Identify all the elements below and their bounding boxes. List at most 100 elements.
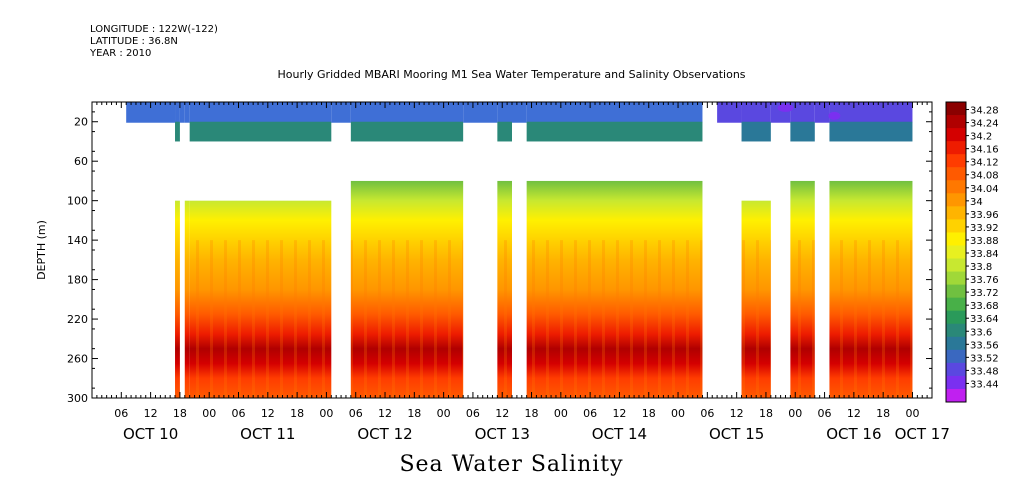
colorbar-label: 33.96 [970,210,999,221]
colorbar-swatch [946,284,966,299]
x-tick-label: 06 [232,407,246,420]
colorbar-swatch [946,362,966,377]
surface-salinity-band [179,102,185,123]
x-tick-label: 18 [525,407,539,420]
x-tick-label: 00 [788,407,802,420]
x-tick-label: 18 [759,407,773,420]
colorbar-label: 33.84 [970,249,999,260]
colorbar-swatch [946,375,966,390]
y-tick-label: 140 [67,234,88,247]
colorbar-frame [945,101,967,403]
colorbar-swatch [946,388,966,403]
near-surface-salinity-band [175,121,180,142]
colorbar-swatch [946,219,966,233]
x-tick-label: 12 [847,407,861,420]
colorbar-swatch [946,167,966,181]
colorbar-label: 33.6 [970,327,992,338]
year-label: YEAR : 2010 [90,48,152,59]
x-date-label: OCT 15 [709,425,764,443]
near-surface-salinity-band [189,121,332,142]
y-tick-label: 180 [67,274,88,287]
surface-salinity-band [463,102,498,123]
x-date-label: OCT 14 [592,425,647,443]
profile-texture [741,240,771,398]
colorbar-swatch [946,102,966,116]
profile-texture [526,240,703,398]
x-tick-label: 00 [671,407,685,420]
x-tick-label: 06 [818,407,832,420]
colorbar-label: 34.2 [970,132,992,143]
surface-salinity-band [189,102,332,123]
colorbar-swatch [946,115,966,129]
colorbar-label: 34.24 [970,119,999,130]
x-tick-label: 00 [554,407,568,420]
profile-texture [184,240,190,398]
x-tick-label: 00 [202,407,216,420]
surface-salinity-band [790,102,815,123]
latitude-label: LATITUDE : 36.8N [90,36,178,47]
profile-texture [497,240,512,398]
colorbar-label: 33.8 [970,262,992,273]
y-tick-label: 100 [67,195,88,208]
y-tick-label: 300 [67,392,88,405]
colorbar-swatch [946,141,966,155]
near-surface-salinity-band [741,121,771,142]
colorbar-label: 33.88 [970,236,999,247]
colorbar-swatch [946,297,966,312]
colorbar-label: 33.56 [970,340,999,351]
colorbar-swatch [946,154,966,168]
x-date-label: OCT 16 [826,425,881,443]
y-tick-label: 220 [67,313,88,326]
colorbar-label: 34.08 [970,171,999,182]
colorbar-swatch [946,258,966,273]
longitude-label: LONGITUDE : 122W(-122) [90,24,218,35]
near-surface-salinity-band [350,121,464,142]
x-tick-label: 18 [407,407,421,420]
colorbar-swatch [946,180,966,194]
colorbar-label: 34.28 [970,106,999,117]
surface-salinity-band [717,102,742,123]
surface-salinity-band [829,102,913,123]
x-tick-label: 06 [114,407,128,420]
colorbar-swatch [946,336,966,351]
y-tick-label: 20 [74,116,88,129]
x-date-label: OCT 17 [895,425,950,443]
colorbar-label: 33.64 [970,314,999,325]
profile-texture [790,240,815,398]
x-tick-label: 00 [437,407,451,420]
colorbar-label: 33.48 [970,366,999,377]
surface-salinity-band [741,102,771,123]
surface-salinity-band [126,102,176,123]
profile-texture [175,240,180,398]
x-tick-label: 12 [730,407,744,420]
x-tick-label: 12 [261,407,275,420]
x-tick-label: 12 [144,407,158,420]
x-tick-label: 18 [876,407,890,420]
profile-texture [189,240,332,398]
surface-salinity-band [175,102,180,123]
colorbar-label: 33.68 [970,301,999,312]
x-axis-title: Sea Water Salinity [399,452,624,477]
colorbar-label: 33.76 [970,275,999,286]
profile-texture [829,240,913,398]
colorbar-label: 34.16 [970,145,999,156]
chart-title: Hourly Gridded MBARI Mooring M1 Sea Wate… [277,68,746,81]
colorbar-swatch [946,128,966,142]
x-tick-label: 12 [612,407,626,420]
surface-salinity-band [497,102,512,123]
colorbar-swatch [946,193,966,207]
surface-salinity-band [814,102,830,123]
x-tick-label: 18 [173,407,187,420]
x-date-label: OCT 12 [357,425,412,443]
x-tick-label: 06 [349,407,363,420]
surface-salinity-band [350,102,464,123]
low-salinity-patch [777,103,794,112]
x-tick-label: 06 [583,407,597,420]
x-tick-label: 18 [290,407,304,420]
colorbar-label: 33.44 [970,379,999,390]
near-surface-salinity-band [829,121,913,142]
colorbar-label: 34.12 [970,158,999,169]
x-tick-label: 06 [700,407,714,420]
colorbar-label: 33.52 [970,353,999,364]
